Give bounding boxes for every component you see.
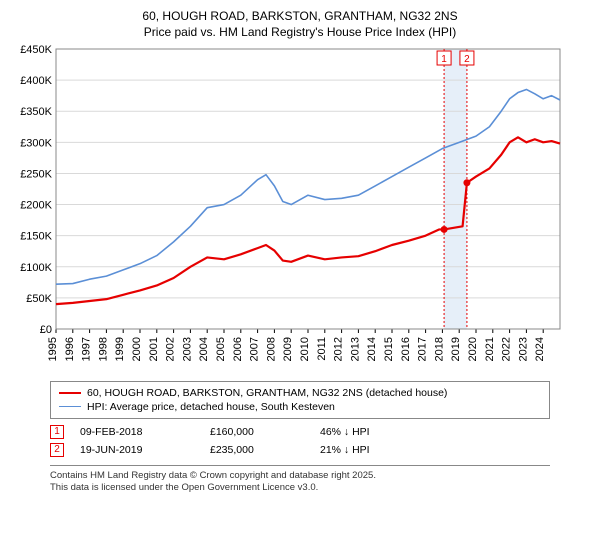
svg-text:1997: 1997: [81, 337, 93, 361]
svg-text:2013: 2013: [349, 337, 361, 361]
svg-text:2015: 2015: [383, 337, 395, 361]
marker-delta: 21% ↓ HPI: [320, 444, 430, 456]
marker-delta: 46% ↓ HPI: [320, 426, 430, 438]
svg-text:2000: 2000: [131, 337, 143, 361]
marker-badge: 1: [50, 425, 64, 439]
legend-label: 60, HOUGH ROAD, BARKSTON, GRANTHAM, NG32…: [87, 387, 447, 399]
svg-text:2001: 2001: [148, 337, 160, 361]
svg-text:2004: 2004: [198, 337, 210, 361]
chart-area: £0 £50K £100K £150K £200K £250K £300K £350K £400…: [10, 45, 590, 375]
marker-table: 1 09-FEB-2018£160,00046% ↓ HPI 2 19-JUN-201…: [50, 423, 550, 459]
svg-text:£300K: £300K: [20, 137, 52, 149]
svg-text:1: 1: [441, 54, 447, 65]
svg-text:£250K: £250K: [20, 168, 52, 180]
svg-text:£150K: £150K: [20, 230, 52, 242]
svg-text:£350K: £350K: [20, 106, 52, 118]
marker-row: 2 19-JUN-2019£235,00021% ↓ HPI: [50, 441, 550, 459]
svg-text:1996: 1996: [64, 337, 76, 361]
svg-text:2020: 2020: [467, 337, 479, 361]
legend-item: HPI: Average price, detached house, Sout…: [59, 400, 541, 414]
svg-text:2002: 2002: [165, 337, 177, 361]
svg-text:2010: 2010: [299, 337, 311, 361]
marker-date: 09-FEB-2018: [80, 426, 210, 438]
svg-text:2022: 2022: [501, 337, 513, 361]
footer-attribution: Contains HM Land Registry data © Crown c…: [50, 465, 550, 495]
legend: 60, HOUGH ROAD, BARKSTON, GRANTHAM, NG32…: [50, 381, 550, 419]
chart-title: 60, HOUGH ROAD, BARKSTON, GRANTHAM, NG32…: [10, 8, 590, 25]
svg-text:£50K: £50K: [26, 293, 52, 305]
svg-text:£400K: £400K: [20, 75, 52, 87]
svg-text:2012: 2012: [333, 337, 345, 361]
footer-line-2: This data is licensed under the Open Gov…: [50, 482, 550, 494]
svg-text:2018: 2018: [433, 337, 445, 361]
svg-text:2014: 2014: [366, 337, 378, 361]
marker-price: £160,000: [210, 426, 320, 438]
svg-text:2007: 2007: [249, 337, 261, 361]
svg-text:2: 2: [464, 54, 470, 65]
svg-text:£100K: £100K: [20, 262, 52, 274]
svg-text:2021: 2021: [484, 337, 496, 361]
svg-text:£200K: £200K: [20, 199, 52, 211]
svg-text:2009: 2009: [282, 337, 294, 361]
legend-swatch: [59, 392, 81, 394]
svg-text:2011: 2011: [316, 337, 328, 361]
svg-text:2005: 2005: [215, 337, 227, 361]
chart-subtitle: Price paid vs. HM Land Registry's House …: [10, 25, 590, 39]
marker-row: 1 09-FEB-2018£160,00046% ↓ HPI: [50, 423, 550, 441]
svg-text:2003: 2003: [181, 337, 193, 361]
svg-text:2024: 2024: [534, 337, 546, 361]
svg-text:£450K: £450K: [20, 45, 52, 56]
legend-item: 60, HOUGH ROAD, BARKSTON, GRANTHAM, NG32…: [59, 386, 541, 400]
marker-badge: 2: [50, 443, 64, 457]
svg-text:2017: 2017: [417, 337, 429, 361]
marker-date: 19-JUN-2019: [80, 444, 210, 456]
svg-text:1999: 1999: [114, 337, 126, 361]
line-chart-svg: £0 £50K £100K £150K £200K £250K £300K £350K £400…: [10, 45, 570, 375]
footer-line-1: Contains HM Land Registry data © Crown c…: [50, 470, 550, 482]
svg-text:1995: 1995: [47, 337, 59, 361]
svg-text:£0: £0: [40, 324, 52, 336]
legend-swatch: [59, 406, 81, 407]
svg-text:2019: 2019: [450, 337, 462, 361]
legend-label: HPI: Average price, detached house, Sout…: [87, 401, 335, 413]
marker-price: £235,000: [210, 444, 320, 456]
svg-text:2023: 2023: [517, 337, 529, 361]
svg-text:2016: 2016: [400, 337, 412, 361]
svg-text:1998: 1998: [97, 337, 109, 361]
svg-text:2008: 2008: [265, 337, 277, 361]
svg-text:2006: 2006: [232, 337, 244, 361]
